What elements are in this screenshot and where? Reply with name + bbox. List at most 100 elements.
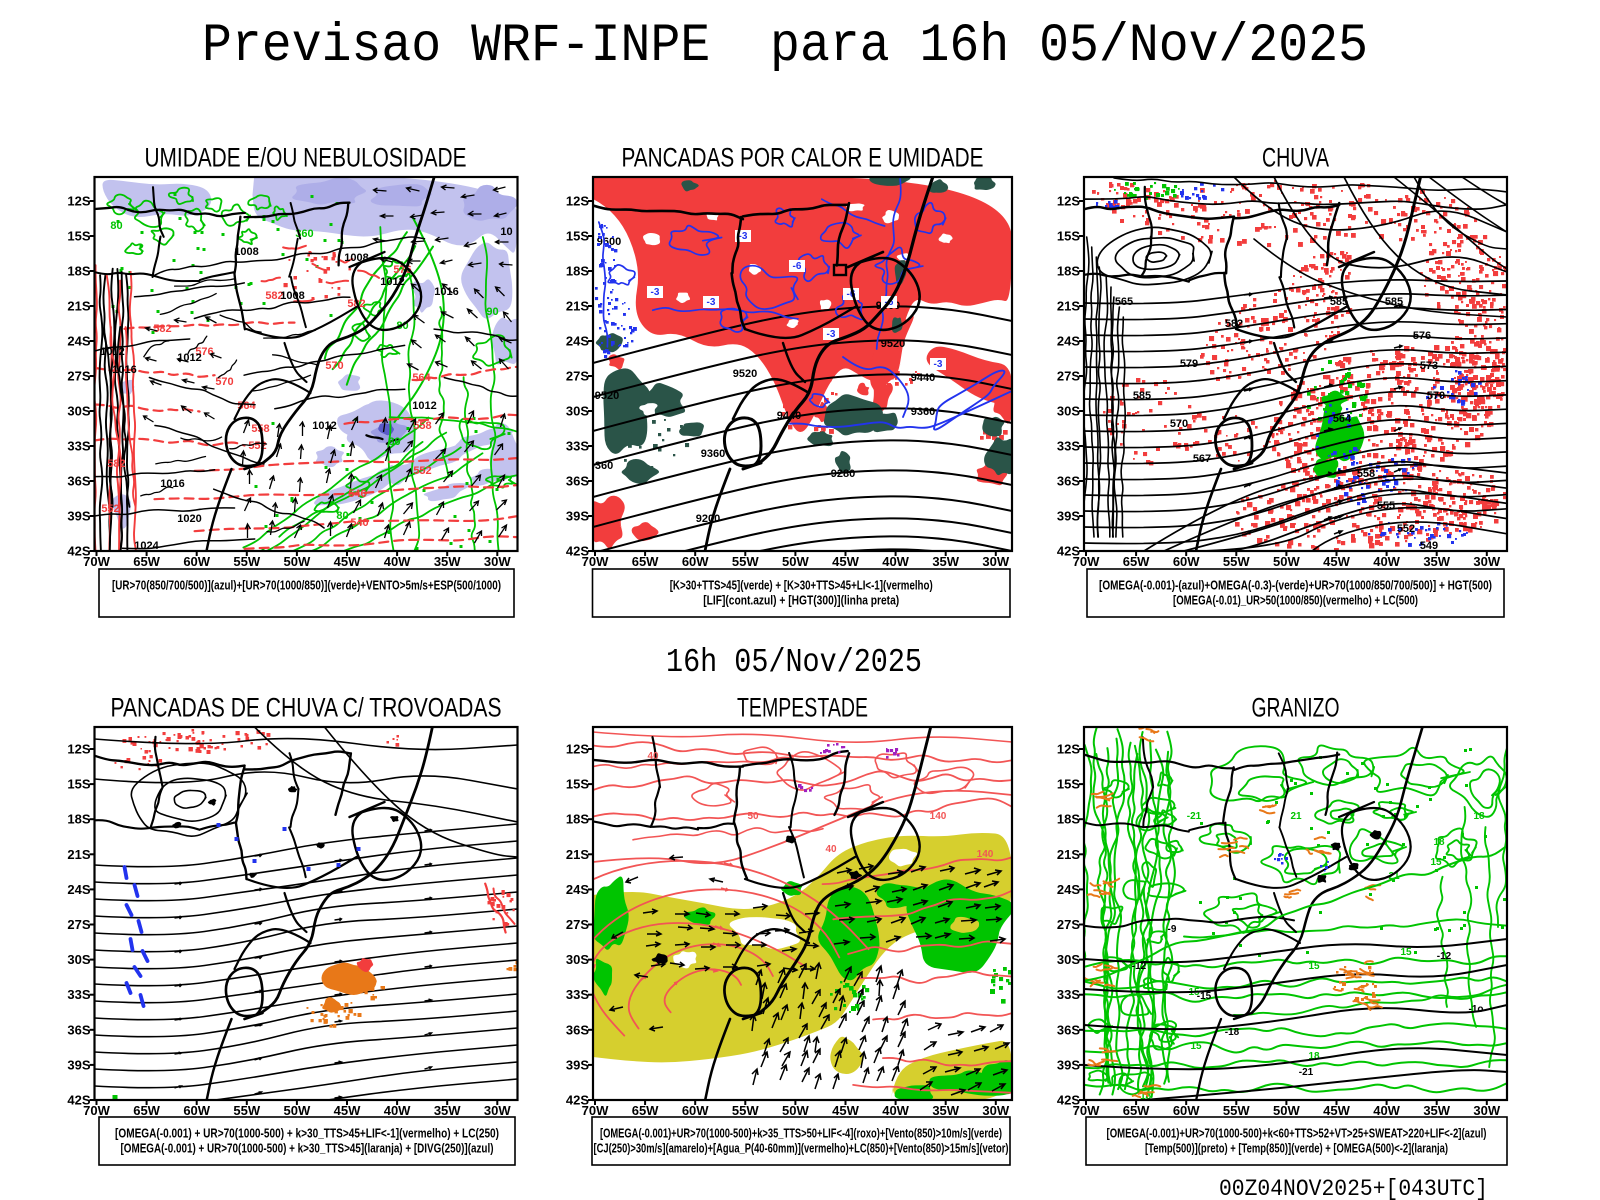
svg-text:18: 18 <box>1433 837 1445 848</box>
svg-text:30W: 30W <box>484 1103 511 1118</box>
svg-text:70W: 70W <box>83 1103 110 1118</box>
svg-text:579: 579 <box>1180 358 1198 370</box>
svg-text:30W: 30W <box>484 554 511 569</box>
svg-text:18S: 18S <box>566 812 589 827</box>
svg-text:570: 570 <box>325 360 343 372</box>
svg-text:33S: 33S <box>566 987 589 1002</box>
svg-text:40W: 40W <box>882 554 909 569</box>
svg-text:[LIF](cont.azul) + [HGT(300): [LIF](cont.azul) + [HGT(300)](linha pret… <box>703 594 899 608</box>
svg-text:24S: 24S <box>67 334 90 349</box>
svg-text:33S: 33S <box>1057 987 1080 1002</box>
svg-text:35W: 35W <box>1423 1103 1450 1118</box>
svg-text:140: 140 <box>930 811 947 822</box>
svg-text:12S: 12S <box>566 742 589 757</box>
svg-text:55W: 55W <box>233 554 260 569</box>
svg-text:1008: 1008 <box>344 252 368 264</box>
svg-text:55W: 55W <box>1223 1103 1250 1118</box>
svg-text:27S: 27S <box>1057 369 1080 384</box>
svg-text:42S: 42S <box>566 1093 589 1108</box>
svg-text:1012: 1012 <box>412 400 436 412</box>
svg-text:9360: 9360 <box>589 460 613 472</box>
svg-text:570: 570 <box>1170 418 1188 430</box>
svg-text:42S: 42S <box>1057 1093 1080 1108</box>
svg-text:40W: 40W <box>1373 1103 1400 1118</box>
svg-text:55W: 55W <box>732 554 759 569</box>
svg-text:558: 558 <box>413 420 431 432</box>
svg-text:55W: 55W <box>233 1103 260 1118</box>
svg-text:21S: 21S <box>67 847 90 862</box>
svg-text:50W: 50W <box>284 1103 311 1118</box>
svg-text:40W: 40W <box>882 1103 909 1118</box>
svg-text:50W: 50W <box>1273 554 1300 569</box>
svg-text:80: 80 <box>336 510 348 522</box>
svg-text:27S: 27S <box>1057 917 1080 932</box>
svg-text:1016: 1016 <box>112 364 136 376</box>
svg-text:[OMEGA(-0.01)_UR>50(1000/850)(: [OMEGA(-0.01)_UR>50(1000/850)(vermelho) … <box>1173 594 1418 608</box>
svg-text:65W: 65W <box>1123 1103 1150 1118</box>
svg-text:36S: 36S <box>566 1022 589 1037</box>
svg-text:-15: -15 <box>1197 991 1212 1002</box>
svg-text:576: 576 <box>195 346 213 358</box>
svg-text:55W: 55W <box>1223 554 1250 569</box>
svg-text:39S: 39S <box>566 1057 589 1072</box>
svg-text:585: 585 <box>1385 296 1403 308</box>
svg-text:570: 570 <box>1427 390 1445 402</box>
svg-text:24S: 24S <box>566 882 589 897</box>
svg-text:PANCADAS POR CALOR E UMIDADE: PANCADAS POR CALOR E UMIDADE <box>622 143 984 173</box>
svg-text:65W: 65W <box>133 554 160 569</box>
svg-text:564: 564 <box>412 372 431 384</box>
svg-text:12S: 12S <box>1057 742 1080 757</box>
svg-text:30S: 30S <box>67 404 90 419</box>
svg-text:1012: 1012 <box>100 346 124 358</box>
svg-text:[UR>70(850/700/500)](azul)+[UR: [UR>70(850/700/500)](azul)+[UR>70(1000/8… <box>112 579 501 593</box>
svg-text:70W: 70W <box>83 554 110 569</box>
svg-text:15: 15 <box>1308 961 1320 972</box>
svg-text:33S: 33S <box>67 439 90 454</box>
svg-text:1024: 1024 <box>134 540 159 552</box>
svg-text:36S: 36S <box>1057 474 1080 489</box>
svg-text:15: 15 <box>1430 857 1442 868</box>
svg-text:21S: 21S <box>566 299 589 314</box>
svg-text:27S: 27S <box>566 917 589 932</box>
svg-text:65W: 65W <box>1123 554 1150 569</box>
svg-text:552: 552 <box>248 440 266 452</box>
svg-text:39S: 39S <box>566 509 589 524</box>
svg-text:30W: 30W <box>1473 1103 1500 1118</box>
svg-text:[OMEGA(-0.001) + UR>70(1000-: [OMEGA(-0.001) + UR>70(1000-500) + k>30_… <box>121 1142 494 1156</box>
svg-text:24S: 24S <box>1057 882 1080 897</box>
svg-text:36S: 36S <box>566 474 589 489</box>
svg-text:24S: 24S <box>1057 334 1080 349</box>
svg-text:15: 15 <box>1400 947 1412 958</box>
svg-text:CHUVA: CHUVA <box>1262 143 1329 173</box>
svg-text:65W: 65W <box>632 1103 659 1118</box>
svg-text:39S: 39S <box>1057 1057 1080 1072</box>
svg-text:1016: 1016 <box>434 286 458 298</box>
svg-text:90: 90 <box>486 306 498 318</box>
svg-text:582: 582 <box>107 458 125 470</box>
svg-text:9360: 9360 <box>701 448 725 460</box>
svg-text:18S: 18S <box>566 264 589 279</box>
svg-text:40: 40 <box>825 844 837 855</box>
svg-text:18: 18 <box>1473 811 1485 822</box>
svg-text:9360: 9360 <box>911 406 935 418</box>
svg-text:40W: 40W <box>1373 554 1400 569</box>
svg-text:-12: -12 <box>1132 961 1147 972</box>
svg-text:585: 585 <box>1133 390 1151 402</box>
svg-text:-6: -6 <box>847 289 856 300</box>
svg-text:60W: 60W <box>1173 554 1200 569</box>
svg-text:45W: 45W <box>832 554 859 569</box>
svg-text:9520: 9520 <box>733 368 757 380</box>
svg-text:-3: -3 <box>934 359 943 370</box>
svg-text:TEMPESTADE: TEMPESTADE <box>737 693 868 723</box>
svg-text:27S: 27S <box>67 369 90 384</box>
svg-text:-9: -9 <box>1168 924 1177 935</box>
svg-text:55W: 55W <box>732 1103 759 1118</box>
svg-text:549: 549 <box>1420 540 1438 552</box>
svg-text:555: 555 <box>1377 500 1395 512</box>
svg-text:39S: 39S <box>1057 509 1080 524</box>
svg-text:30S: 30S <box>566 952 589 967</box>
svg-text:552: 552 <box>413 465 431 477</box>
svg-text:36S: 36S <box>67 1022 90 1037</box>
svg-text:552: 552 <box>1397 523 1415 535</box>
svg-text:140: 140 <box>977 849 994 860</box>
